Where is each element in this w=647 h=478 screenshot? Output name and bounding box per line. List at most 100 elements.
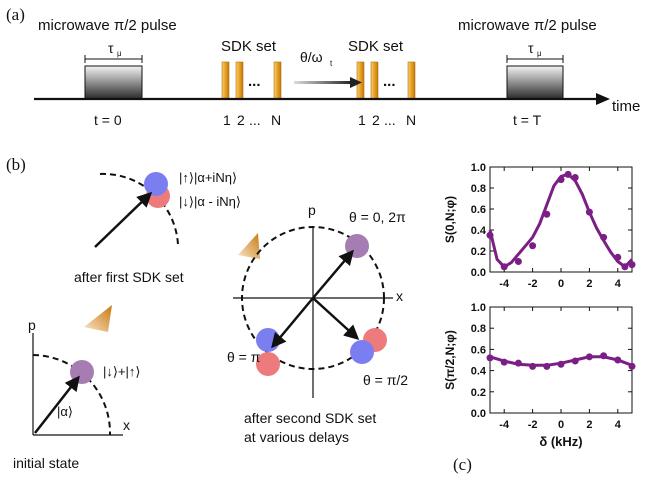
x-tick-label: 4	[615, 419, 622, 431]
data-point	[621, 263, 629, 271]
data-point	[614, 356, 622, 364]
x-tick-label: -2	[528, 419, 538, 431]
pulse-index-dots: ...	[249, 112, 261, 128]
x-axis-label: x	[123, 417, 130, 433]
superposition-label: |↓⟩+|↑⟩	[103, 364, 141, 379]
data-point	[585, 208, 593, 216]
microwave-pulse-start	[84, 65, 143, 100]
arrow-theta-0	[312, 249, 354, 299]
data-point	[500, 263, 508, 271]
x-axis-label: x	[396, 288, 403, 304]
pulse-index-2: 2	[237, 112, 245, 128]
delay-arrow-head	[350, 77, 362, 88]
y-axis-label: S(π/2,N;φ)	[443, 330, 457, 390]
x-tick-label: 2	[586, 419, 592, 431]
pulse-label-left: microwave π/2 pulse	[38, 17, 177, 34]
data-point	[600, 233, 608, 241]
after-second-sdk-diagram: p x θ = 0, 2π θ = π θ = π/2 after second…	[227, 202, 408, 445]
after-second-caption-2: at various delays	[244, 429, 349, 445]
up-state-label: |↑⟩|α+iNη⟩	[179, 170, 237, 185]
pulse-index-n: N	[406, 112, 416, 128]
superposition-state-circle	[70, 360, 94, 384]
data-point	[600, 352, 608, 360]
chart-signal-theta-pi2: 0.0 0.2 0.4 0.6 0.8 1.0 -4 -2 0 2 4 S(π/2,N;φ) δ (kH…	[443, 302, 636, 449]
after-first-caption: after first SDK set	[74, 269, 184, 285]
fit-line	[488, 172, 634, 269]
y-axis-label: S(0,N;φ)	[443, 196, 457, 243]
y-tick-label: 1.0	[471, 302, 486, 314]
initial-state-diagram: p x |↓⟩+|↑⟩ |α⟩ initial state	[13, 317, 141, 471]
sdk-label-1: SDK set	[221, 38, 277, 55]
plot-frame	[489, 306, 633, 414]
y-tick-label: 0.6	[471, 204, 486, 216]
sdk-label-2: SDK set	[348, 38, 404, 55]
y-tick-label: 0.4	[471, 366, 487, 378]
state-theta-pi-down	[256, 352, 280, 376]
y-tick-label: 0.0	[471, 408, 486, 420]
x-tick-label: 4	[615, 278, 622, 290]
microwave-pulse-end	[506, 65, 564, 100]
y-tick-label: 0.0	[471, 267, 486, 279]
progress-triangle-lower	[84, 305, 112, 332]
tau-label-right: τ	[528, 40, 534, 56]
tau-sub-left: μ	[117, 49, 122, 58]
x-tick-label: 2	[586, 278, 592, 290]
pulse-index-n: N	[271, 112, 281, 128]
x-tick-label: -2	[528, 278, 538, 290]
data-point	[571, 357, 579, 365]
after-first-sdk-diagram: |↑⟩|α+iNη⟩ |↓⟩|α - iNη⟩ after first SDK …	[74, 170, 241, 285]
pulse-index-1: 1	[358, 112, 366, 128]
data-point	[543, 362, 551, 370]
x-tick-label: 0	[558, 278, 564, 290]
y-tick-label: 0.4	[471, 225, 487, 237]
data-point	[529, 242, 537, 250]
theta-pi-label: θ = π	[227, 349, 261, 365]
data-point	[500, 358, 508, 366]
coherent-state-arrow	[34, 375, 80, 434]
arrow-theta-pi2	[312, 297, 360, 341]
pulse-index-dots: ...	[384, 112, 396, 128]
progress-triangle-upper	[238, 233, 260, 259]
after-second-caption-1: after second SDK set	[244, 410, 376, 426]
pulse-index-2: 2	[372, 112, 380, 128]
data-point	[543, 210, 551, 218]
delay-label: θ/ω	[300, 49, 323, 65]
sdk-pulse	[235, 61, 244, 100]
theta-0-label: θ = 0, 2π	[349, 209, 406, 225]
tT-label: t = T	[513, 112, 542, 128]
sdk-ellipsis: ...	[383, 73, 396, 90]
pulse-label-right: microwave π/2 pulse	[458, 17, 597, 34]
sdk-pulse	[356, 61, 365, 100]
state-up-circle	[144, 172, 168, 196]
y-tick-label: 0.8	[471, 183, 486, 195]
tau-bracket-left: τ μ	[84, 40, 143, 63]
alpha-label: |α⟩	[57, 404, 73, 419]
initial-state-caption: initial state	[13, 455, 79, 471]
panel-label-a: (a)	[6, 5, 25, 24]
sdk-pulse	[273, 61, 282, 100]
data-point	[571, 174, 579, 181]
data-point	[628, 261, 636, 269]
sdk-pulse	[221, 61, 230, 100]
delay-arrow-shaft	[294, 81, 352, 84]
coherent-state-arrow	[94, 191, 153, 248]
time-axis-arrow	[596, 93, 610, 105]
data-point	[557, 360, 565, 368]
data-point	[564, 170, 572, 178]
pulse-index-1: 1	[223, 112, 231, 128]
data-point	[529, 362, 537, 370]
time-axis-label: time	[612, 98, 640, 115]
data-point	[514, 359, 522, 367]
arrow-theta-pi	[271, 297, 314, 349]
data-point	[557, 176, 565, 184]
sdk-pulse	[407, 61, 416, 100]
data-point	[585, 353, 593, 361]
down-state-label: |↓⟩|α - iNη⟩	[179, 194, 241, 209]
p-axis-label: p	[308, 202, 316, 218]
x-tick-label: -4	[499, 419, 510, 431]
y-tick-label: 1.0	[471, 162, 486, 174]
y-tick-label: 0.8	[471, 323, 486, 335]
y-tick-label: 0.6	[471, 344, 486, 356]
